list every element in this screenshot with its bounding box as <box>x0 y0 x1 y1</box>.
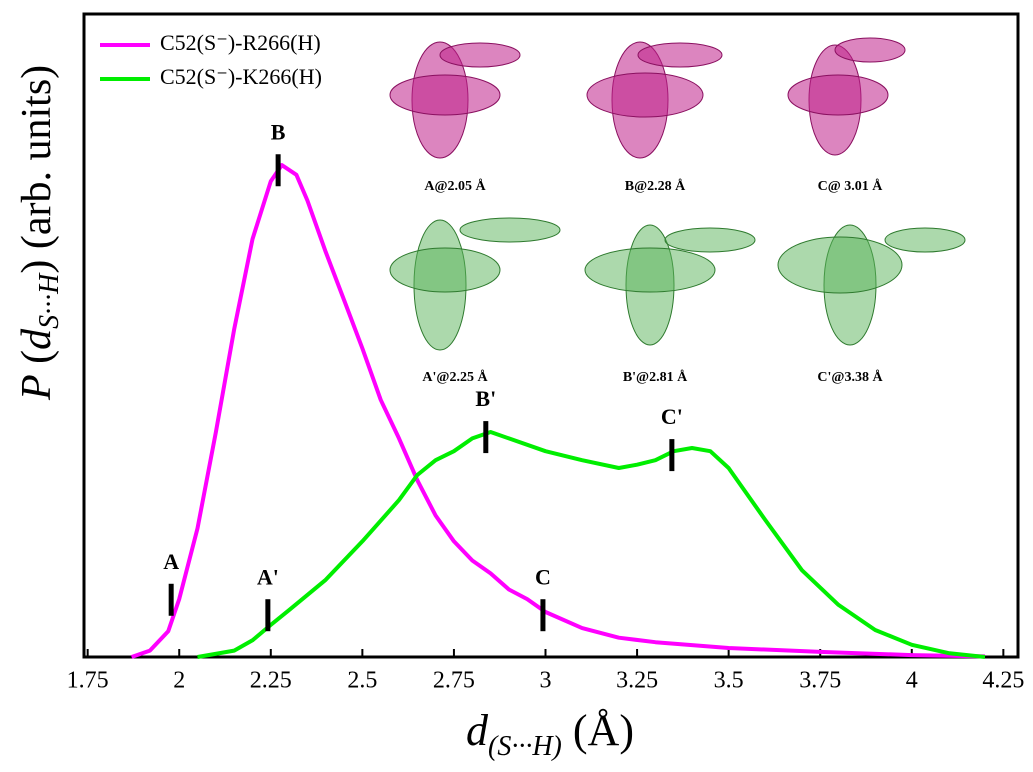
annotation-label: A' <box>257 564 279 589</box>
image-caption: B'@2.81 Å <box>623 369 688 385</box>
x-tick-label: 4 <box>906 668 918 694</box>
y-label-open: ( <box>14 350 60 364</box>
x-tick-label: 3.25 <box>616 668 658 694</box>
x-tick-label: 3 <box>540 668 552 694</box>
series-line <box>198 432 986 657</box>
image-caption: A@2.05 Å <box>424 178 486 194</box>
y-label-var: d <box>14 328 60 350</box>
annotation-label: B' <box>475 386 496 411</box>
inset-image-b <box>587 42 722 158</box>
x-tick-label: 2.75 <box>433 668 475 694</box>
x-tick-label: 3.75 <box>799 668 841 694</box>
x-tick-label: 1.75 <box>67 668 109 694</box>
x-label-unit: (Å) <box>573 706 634 755</box>
inset-image-a-prime <box>390 218 560 350</box>
annotation-label: A <box>163 549 179 574</box>
x-tick-label: 2 <box>173 668 185 694</box>
x-tick-label: 4.25 <box>982 668 1024 694</box>
legend-label: C52(S⁻)-R266(H) <box>160 30 321 55</box>
annotation-label: C' <box>661 404 683 429</box>
y-label-sub: S···H <box>34 272 65 329</box>
image-caption: B@2.28 Å <box>625 178 686 194</box>
legend-label: C52(S⁻)-K266(H) <box>160 64 322 89</box>
inset-image-a <box>390 42 520 158</box>
x-tick-label: 3.5 <box>714 668 744 694</box>
plot-frame <box>84 14 1018 657</box>
annotation-label: C <box>535 564 551 589</box>
x-tick-label: 2.5 <box>347 668 377 694</box>
y-axis-label: P (dS···H) (arb. units) <box>14 65 66 401</box>
y-label-close: ) <box>14 260 60 274</box>
image-caption: A'@2.25 Å <box>422 369 488 385</box>
inset-image-c <box>788 38 905 155</box>
inset-image-b-prime <box>585 225 755 345</box>
y-label-unit: (arb. units) <box>14 65 60 249</box>
image-caption: C@ 3.01 Å <box>818 178 884 194</box>
annotation-label: B <box>271 119 286 144</box>
chart: P (dS···H) (arb. units) d(S···H) (Å) 1.7… <box>0 0 1033 772</box>
x-axis-label: d(S···H) (Å) <box>466 706 634 769</box>
x-label-main: d <box>466 706 489 755</box>
image-caption: C'@3.38 Å <box>817 369 883 385</box>
inset-image-c-prime <box>778 225 965 345</box>
x-label-sub: (S···H) <box>488 731 562 762</box>
x-tick-label: 2.25 <box>250 668 292 694</box>
y-label-main: P <box>14 374 60 401</box>
